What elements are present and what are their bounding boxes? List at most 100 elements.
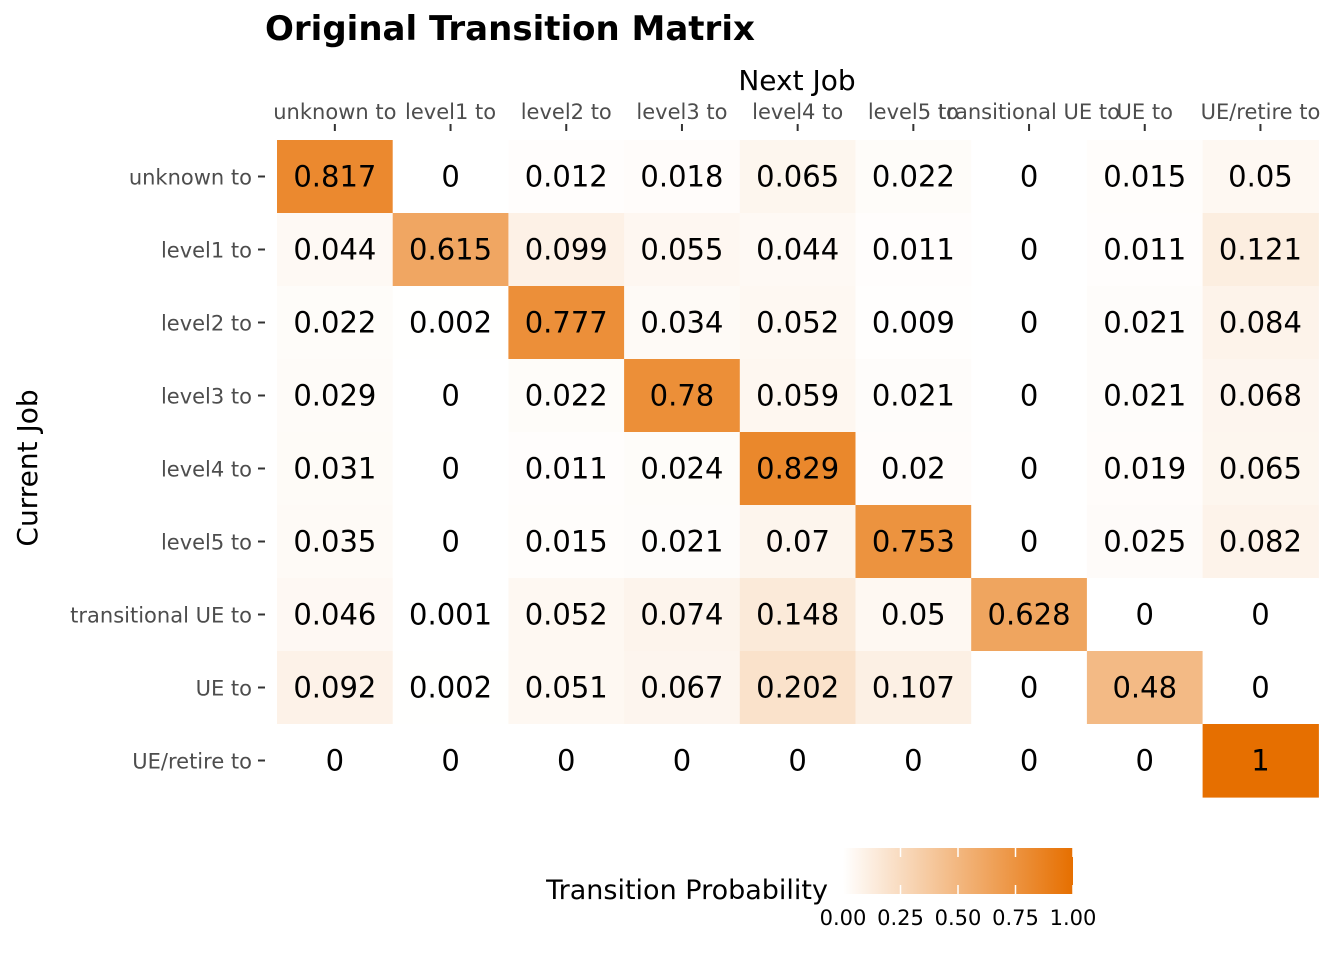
- cell-value-label: 0.829: [756, 452, 839, 486]
- colorbar-tick-label: 1.00: [1050, 906, 1097, 930]
- cell-value-label: 0: [441, 160, 459, 194]
- heatmap-cell: [508, 505, 625, 579]
- heatmap-cell: [971, 578, 1088, 652]
- heatmap-cell: [739, 578, 857, 652]
- heatmap-cell: [508, 651, 625, 725]
- cell-value-label: 0: [1136, 598, 1154, 632]
- heatmap-cell: [1086, 359, 1204, 433]
- heatmap-cell: [1202, 505, 1319, 579]
- heatmap-cell: [508, 286, 625, 360]
- heatmap-cell: [739, 286, 857, 360]
- heatmap-cell: [739, 359, 857, 433]
- cell-value-label: 0: [788, 744, 806, 778]
- y-tick-label: UE to: [196, 677, 252, 701]
- cell-value-label: 1: [1251, 744, 1269, 778]
- heatmap-cell: [624, 359, 741, 433]
- heatmap-cell: [855, 578, 972, 652]
- heatmap-cell: [624, 578, 741, 652]
- cell-value-label: 0.02: [881, 452, 946, 486]
- cell-value-label: 0.202: [756, 671, 839, 705]
- cell-value-label: 0.051: [525, 671, 608, 705]
- cell-value-label: 0: [904, 744, 922, 778]
- cell-value-label: 0.019: [1103, 452, 1186, 486]
- cell-value-label: 0.022: [872, 160, 955, 194]
- heatmap-cell: [1086, 724, 1204, 798]
- cell-value-label: 0.024: [640, 452, 723, 486]
- heatmap-cell: [1086, 140, 1204, 214]
- cell-value-label: 0: [441, 744, 459, 778]
- heatmap-cell: [971, 432, 1088, 506]
- cell-value-label: 0.084: [1219, 306, 1302, 340]
- heatmap-cell: [1202, 213, 1319, 287]
- heatmap-cell: [1086, 505, 1204, 579]
- heatmap-cell: [277, 286, 394, 360]
- cell-value-label: 0.067: [640, 671, 723, 705]
- x-tick-label: level1 to: [405, 100, 496, 124]
- cell-value-label: 0: [1020, 233, 1038, 267]
- cell-value-label: 0.001: [409, 598, 492, 632]
- x-axis-ticks: unknown to level1 to level2 to level3 to lev…: [273, 100, 1320, 131]
- cell-value-label: 0.034: [640, 306, 723, 340]
- cell-value-label: 0.121: [1219, 233, 1302, 267]
- y-tick-label: level2 to: [161, 312, 252, 336]
- cell-value-label: 0: [1020, 452, 1038, 486]
- heatmap-cell: [277, 578, 394, 652]
- cell-value-label: 0.065: [1219, 452, 1302, 486]
- cell-value-label: 0.021: [872, 379, 955, 413]
- cell-value-label: 0.777: [525, 306, 608, 340]
- cell-value-label: 0: [1251, 671, 1269, 705]
- cell-value-label: 0.068: [1219, 379, 1302, 413]
- cell-value-label: 0.07: [765, 525, 830, 559]
- colorbar-tick-label: 0.00: [820, 906, 867, 930]
- x-tick-label: level4 to: [752, 100, 843, 124]
- heatmap-cell: [1202, 578, 1319, 652]
- cell-value-label: 0.031: [293, 452, 376, 486]
- heatmap-cell: [277, 505, 394, 579]
- cell-value-label: 0.78: [650, 379, 715, 413]
- cell-value-label: 0.012: [525, 160, 608, 194]
- chart-title: Original Transition Matrix: [265, 9, 755, 49]
- cell-value-label: 0.022: [293, 306, 376, 340]
- heatmap-cell: [855, 432, 972, 506]
- y-tick-label: transitional UE to: [70, 604, 252, 628]
- heatmap-cell: [739, 505, 857, 579]
- x-tick-label: level5 to: [868, 100, 959, 124]
- cell-value-label: 0.035: [293, 525, 376, 559]
- heatmap-cell: [392, 286, 509, 360]
- cell-value-label: 0.48: [1112, 671, 1177, 705]
- colorbar-legend: Transition Probability 0.00 0.25 0.50 0.75 1…: [545, 848, 1096, 930]
- cell-value-label: 0.628: [988, 598, 1071, 632]
- y-tick-label: UE/retire to: [132, 750, 252, 774]
- y-axis-ticks: unknown to level1 to level2 to level3 to lev…: [70, 166, 265, 774]
- colorbar-ticks: 0.00 0.25 0.50 0.75 1.00: [820, 848, 1097, 930]
- cell-value-label: 0.011: [525, 452, 608, 486]
- cell-value-label: 0.021: [1103, 306, 1186, 340]
- heatmap-cell: [1086, 286, 1204, 360]
- heatmap-cell: [392, 140, 509, 214]
- cell-value-label: 0: [326, 744, 344, 778]
- heatmap-cell: [392, 505, 509, 579]
- heatmap-cell: [508, 432, 625, 506]
- y-axis-title: Current Job: [11, 389, 44, 546]
- cell-value-label: 0.065: [756, 160, 839, 194]
- x-tick-label: UE to: [1117, 100, 1173, 124]
- heatmap-cell: [739, 213, 857, 287]
- heatmap-cell: [971, 213, 1088, 287]
- cell-value-label: 0.015: [1103, 160, 1186, 194]
- cell-value-label: 0: [441, 379, 459, 413]
- heatmap-cell: [392, 432, 509, 506]
- cell-value-label: 0.044: [756, 233, 839, 267]
- x-axis-title: Next Job: [738, 64, 855, 97]
- heatmap-cell: [508, 724, 625, 798]
- heatmap-cell: [624, 140, 741, 214]
- cell-value-label: 0.092: [293, 671, 376, 705]
- cell-value-label: 0.615: [409, 233, 492, 267]
- cell-value-label: 0.052: [756, 306, 839, 340]
- cell-value-label: 0.059: [756, 379, 839, 413]
- cell-value-label: 0: [1020, 671, 1038, 705]
- heatmap-cell: [508, 213, 625, 287]
- heatmap-cell: [624, 505, 741, 579]
- cell-value-label: 0.015: [525, 525, 608, 559]
- cell-value-label: 0.044: [293, 233, 376, 267]
